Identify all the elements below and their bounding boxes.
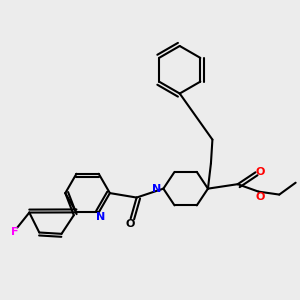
Text: F: F xyxy=(11,227,18,237)
Text: N: N xyxy=(96,212,105,222)
Text: O: O xyxy=(255,167,265,177)
Text: O: O xyxy=(126,219,135,229)
Text: N: N xyxy=(152,184,161,194)
Text: O: O xyxy=(255,192,265,202)
